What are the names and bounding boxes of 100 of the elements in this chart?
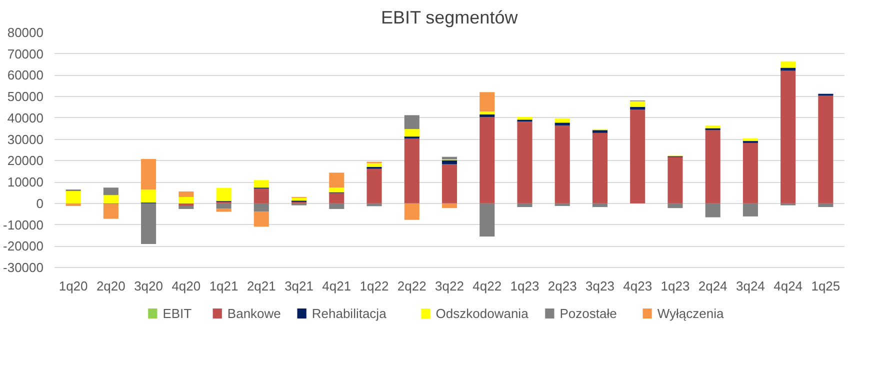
- bar: [592, 132, 608, 204]
- bar: [480, 92, 495, 112]
- bar: [442, 164, 458, 204]
- x-tick-label: 3q22: [435, 278, 464, 294]
- bar: [329, 193, 344, 204]
- bar: [178, 191, 194, 197]
- bar: [404, 203, 420, 220]
- bar: [141, 158, 156, 190]
- bar: [480, 203, 495, 237]
- bar: [66, 191, 81, 204]
- y-tick-label: -10000: [3, 217, 44, 232]
- bar: [103, 188, 118, 196]
- bar: [705, 203, 720, 218]
- bar: [517, 203, 532, 208]
- x-tick-label: 3q21: [284, 278, 314, 294]
- x-tick-label: 1q22: [360, 278, 389, 294]
- y-tick-label: 80000: [7, 25, 44, 40]
- bar: [254, 188, 269, 204]
- bar: [668, 203, 683, 208]
- bar: [592, 203, 608, 208]
- bar: [442, 160, 458, 164]
- legend-label: Rehabilitacja: [312, 306, 388, 321]
- bar: [366, 163, 382, 167]
- bar: [705, 125, 720, 128]
- x-tick-label: 2q24: [698, 278, 728, 294]
- y-tick-label: 10000: [7, 174, 44, 190]
- x-tick-label: 2q22: [397, 278, 426, 294]
- bar: [366, 203, 382, 206]
- bar: [480, 112, 495, 114]
- bar: [66, 203, 81, 206]
- bar: [292, 198, 307, 201]
- bar: [818, 203, 834, 208]
- x-tick-label: 1q21: [209, 278, 238, 294]
- bar: [329, 188, 344, 192]
- bar: [404, 115, 420, 130]
- bar: [442, 203, 458, 208]
- y-tick-label: -20000: [3, 238, 44, 254]
- x-tick-label: 4q22: [472, 278, 502, 294]
- x-tick-label: 2q21: [246, 278, 276, 294]
- bar: [554, 203, 570, 206]
- bar: [141, 190, 156, 203]
- bar: [705, 130, 720, 204]
- bar: [178, 197, 194, 204]
- x-tick-label: 3q20: [134, 278, 164, 294]
- bar: [554, 122, 570, 126]
- x-tick-label: 2q20: [96, 278, 126, 294]
- x-tick-label: 4q21: [322, 278, 352, 294]
- legend-label: Wyłączenia: [657, 306, 724, 321]
- bar: [742, 203, 758, 216]
- bar: [554, 118, 570, 123]
- bar: [630, 101, 646, 107]
- x-tick-label: 4q24: [774, 278, 803, 294]
- bar: [554, 125, 570, 204]
- bar: [592, 130, 608, 133]
- legend-label: Bankowe: [227, 306, 281, 321]
- y-tick-label: 30000: [7, 132, 44, 147]
- bar: [404, 138, 420, 204]
- bar: [216, 188, 232, 202]
- x-tick-label: 1q20: [58, 278, 88, 294]
- bar: [742, 142, 758, 204]
- bar: [517, 116, 532, 120]
- bar: [818, 96, 834, 204]
- bar: [366, 168, 382, 204]
- bar: [103, 195, 118, 204]
- bar: [480, 114, 495, 118]
- bar: [480, 117, 495, 204]
- bar: [780, 68, 796, 71]
- bar: [103, 204, 118, 219]
- bar: [141, 203, 156, 244]
- bar: [780, 70, 796, 204]
- bar: [216, 203, 232, 209]
- y-tick-label: 60000: [7, 68, 44, 83]
- bar: [517, 122, 532, 204]
- x-tick-label: 1q25: [811, 278, 840, 294]
- x-tick-label: 3q23: [586, 278, 614, 294]
- bar: [630, 106, 646, 110]
- bar: [442, 156, 458, 160]
- y-tick-label: -30000: [3, 260, 44, 275]
- bar: [329, 172, 344, 188]
- x-tick-label: 4q20: [172, 278, 201, 294]
- y-tick-label: 40000: [7, 110, 44, 126]
- bar: [254, 212, 269, 227]
- bar: [178, 206, 194, 209]
- x-tick-label: 2q23: [548, 278, 577, 294]
- x-tick-label: 1q23: [660, 278, 690, 294]
- bar: [668, 157, 683, 204]
- legend-label: Pozostałe: [560, 306, 617, 321]
- bar: [780, 61, 796, 68]
- bar: [254, 203, 269, 212]
- legend-label: Odszkodowania: [436, 306, 530, 321]
- y-tick-label: 50000: [7, 89, 44, 104]
- x-tick-label: 1q23: [510, 278, 540, 294]
- bar: [254, 180, 269, 188]
- bar: [742, 138, 758, 142]
- x-tick-label: 3q24: [736, 278, 765, 294]
- y-tick-label: 0: [36, 196, 44, 211]
- bar: [630, 110, 646, 204]
- y-tick-label: 20000: [7, 153, 44, 168]
- bar: [329, 203, 344, 209]
- y-tick-label: 70000: [7, 46, 44, 62]
